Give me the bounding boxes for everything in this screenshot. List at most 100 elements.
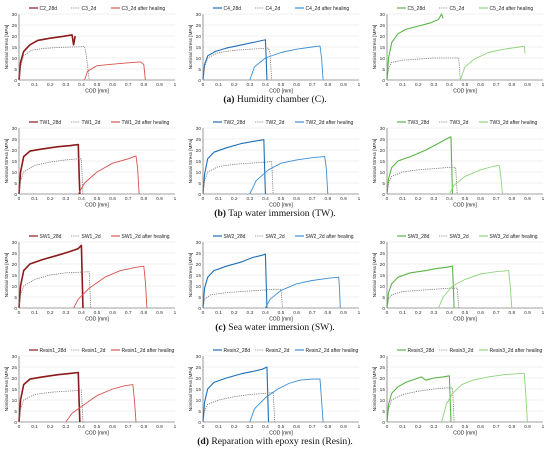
x-tick-label: 0.6 [477,310,484,316]
x-tick-label: 1 [174,310,177,316]
x-tick-label: 0.1 [31,82,38,88]
y-tick-label: 15 [196,159,202,165]
x-tick-label: 0.2 [231,196,238,202]
chart-resin3: 0 5 10 15 20 25 30 0 0.1 0.2 0.3 0.4 0.5 0.6 0.7 0.8 0.9… [371,344,547,437]
series-line-0 [386,136,454,195]
x-axis-label: COD [mm] [85,89,109,95]
y-axis-label: Nominal Stress [MPa] [188,367,193,411]
x-tick-label: 0 [202,196,205,202]
x-tick-label: 0.1 [215,196,222,202]
x-tick-label: 0.6 [293,196,300,202]
x-tick-label: 0.5 [94,310,101,316]
x-tick-label: 0.3 [62,196,69,202]
x-tick-label: 0.2 [231,82,238,88]
x-tick-label: 1 [358,82,361,88]
chart-sw2: 0 5 10 15 20 25 30 0 0.1 0.2 0.3 0.4 0.5 0.6 0.7 0.8 0.9… [187,230,363,323]
x-tick-label: 0.1 [215,310,222,316]
y-tick-label: 25 [380,23,386,29]
x-axis-label: COD [mm] [269,431,293,437]
series-line-0 [386,13,444,81]
chart-svg: 0 5 10 15 20 25 30 0 0.1 0.2 0.3 0.4 0.5 0.6 0.7 0.8 0.9… [4,6,177,95]
x-tick-label: 0.5 [278,424,285,430]
y-tick-label: 0 [14,420,17,426]
legend-label: TW2_2d [266,120,285,126]
x-tick-label: 0.2 [47,310,54,316]
legend-label: Resin2_28d [224,348,251,354]
y-tick-label: 0 [382,78,385,84]
x-tick-label: 0 [386,196,389,202]
x-tick-label: 1 [542,424,545,430]
x-tick-label: 0.5 [278,82,285,88]
series-line-2 [77,155,140,195]
x-tick-label: 0.9 [524,196,531,202]
series-line-0 [18,371,81,423]
chart-svg: 0 5 10 15 20 25 30 0 0.1 0.2 0.3 0.4 0.5 0.6 0.7 0.8 0.9… [372,234,545,323]
y-tick-label: 0 [198,306,201,312]
chart-sw1: 0 5 10 15 20 25 30 0 0.1 0.2 0.3 0.4 0.5 0.6 0.7 0.8 0.9… [3,230,179,323]
y-tick-label: 0 [198,78,201,84]
x-tick-label: 0.1 [31,196,38,202]
y-tick-label: 25 [196,137,202,143]
x-tick-label: 0.9 [524,310,531,316]
legend-label: TW3_28d [408,120,430,126]
legend-label: Resin1_28d [40,348,67,354]
y-tick-label: 20 [12,34,18,40]
y-tick-label: 10 [380,398,386,404]
x-axis-label: COD [mm] [453,431,477,437]
chart-svg: 0 5 10 15 20 25 30 0 0.1 0.2 0.3 0.4 0.5 0.6 0.7 0.8 0.9… [372,6,545,95]
x-tick-label: 1 [174,424,177,430]
y-tick-label: 25 [380,251,386,257]
legend-label: TW1_28d [40,120,62,126]
series-line-1 [202,47,273,81]
x-tick-label: 0.8 [324,424,331,430]
legend-label: C4_2d [266,6,281,12]
series-line-1 [18,46,90,81]
x-tick-label: 0.2 [231,424,238,430]
axes [202,242,359,309]
x-tick-label: 0.3 [246,196,253,202]
legend-label: SW1_2d after healing [122,234,170,240]
chart-svg: 0 5 10 15 20 25 30 0 0.1 0.2 0.3 0.4 0.5 0.6 0.7 0.8 0.9… [188,120,361,209]
y-tick-label: 5 [14,409,17,415]
x-tick-label: 0.5 [462,196,469,202]
x-tick-label: 0.8 [324,196,331,202]
y-axis-label: Nominal Stress [MPa] [4,253,9,297]
y-tick-label: 15 [12,273,18,279]
y-tick-label: 25 [12,251,18,257]
series-line-2 [449,164,503,195]
x-tick-label: 1 [358,424,361,430]
x-tick-label: 0.3 [430,424,437,430]
x-tick-label: 0.5 [94,424,101,430]
x-tick-label: 0.4 [446,310,453,316]
y-tick-label: 5 [382,295,385,301]
chart-tw1: 0 5 10 15 20 25 30 0 0.1 0.2 0.3 0.4 0.5 0.6 0.7 0.8 0.9… [3,116,179,209]
series-line-2 [249,45,324,81]
series-line-1 [386,167,458,195]
x-tick-label: 0.6 [477,196,484,202]
y-tick-label: 0 [198,420,201,426]
series-line-2 [265,276,341,309]
y-tick-label: 25 [380,137,386,143]
chart-resin2: 0 5 10 15 20 25 30 0 0.1 0.2 0.3 0.4 0.5 0.6 0.7 0.8 0.9… [187,344,363,437]
y-tick-label: 20 [380,376,386,382]
x-tick-label: 0.9 [524,82,531,88]
x-tick-label: 0.3 [430,310,437,316]
y-tick-label: 0 [382,192,385,198]
series-line-2 [459,45,526,81]
x-tick-label: 0.4 [446,196,453,202]
x-tick-label: 0.5 [462,424,469,430]
x-tick-label: 0.3 [62,424,69,430]
x-tick-label: 0 [386,82,389,88]
caption-a: (a) Humidity chamber (C). [223,94,327,105]
x-tick-label: 0.1 [399,196,406,202]
series-line-0 [18,143,81,195]
y-tick-label: 30 [380,126,386,132]
x-tick-label: 0.2 [415,424,422,430]
legend-label: SW3_28d [408,234,430,240]
y-axis-label: Nominal Stress [MPa] [4,139,9,183]
chart-tw2: 0 5 10 15 20 25 30 0 0.1 0.2 0.3 0.4 0.5 0.6 0.7 0.8 0.9… [187,116,363,209]
series-line-0 [202,39,268,81]
x-tick-label: 1 [174,196,177,202]
x-tick-label: 0.7 [125,310,132,316]
x-tick-label: 0 [18,310,21,316]
